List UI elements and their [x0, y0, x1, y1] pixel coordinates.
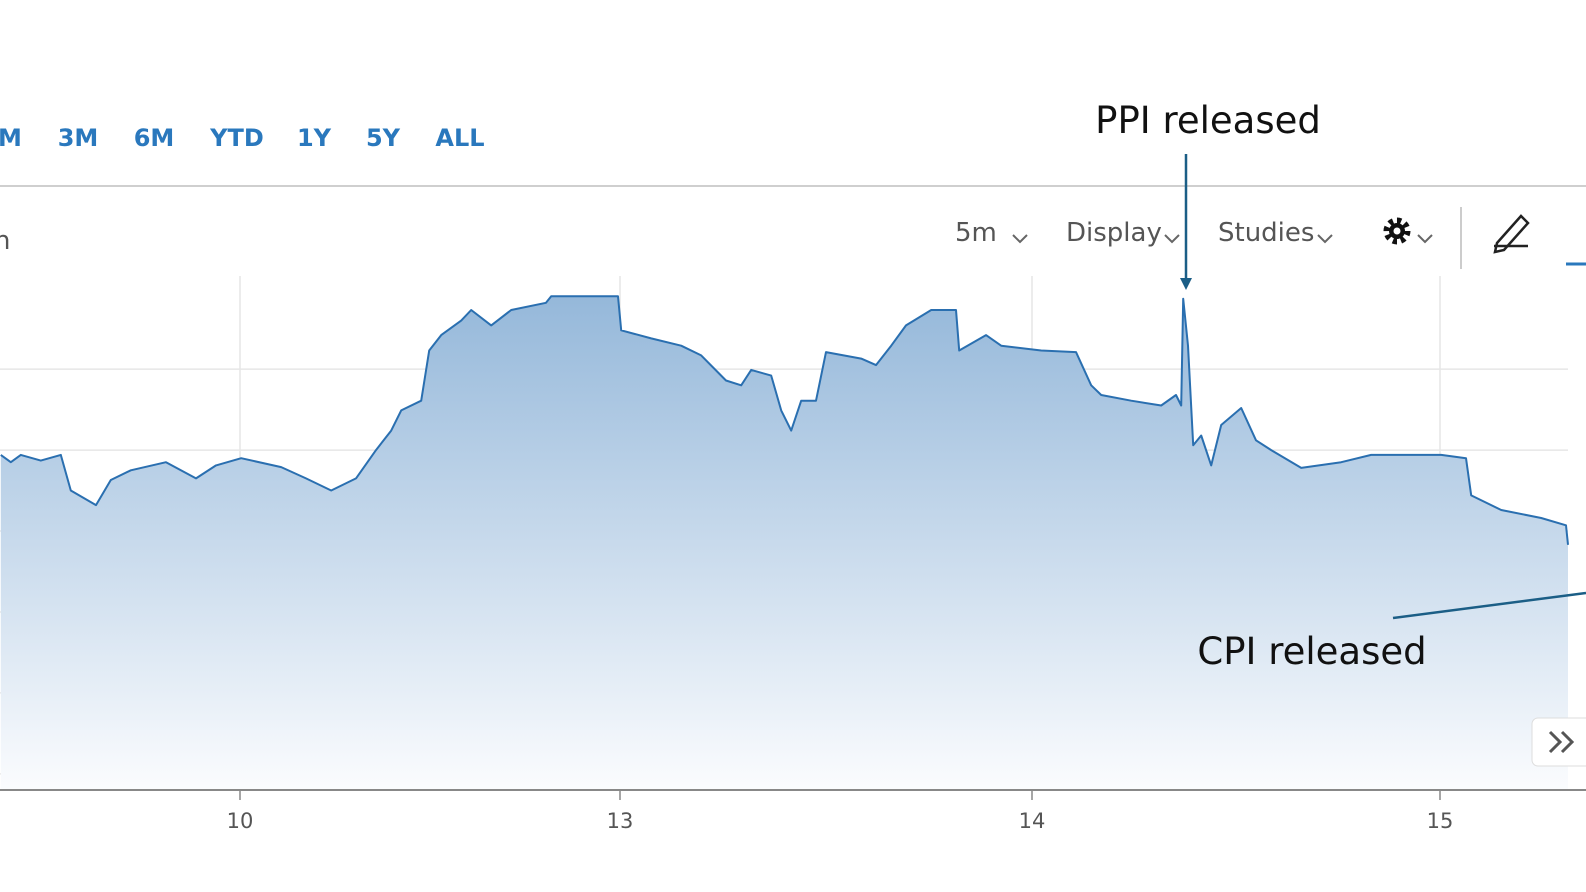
- chevron: [1417, 234, 1433, 244]
- x-tick-label: 13: [607, 809, 634, 833]
- arrowhead: [1180, 278, 1192, 290]
- draw-button[interactable]: [1493, 214, 1530, 254]
- chevron: [1317, 234, 1333, 244]
- plot: 10 13 14 15: [0, 276, 1586, 833]
- annotations: PPI released CPI released: [1095, 99, 1586, 673]
- studies-button[interactable]: Studies: [1218, 218, 1314, 248]
- range-button[interactable]: YTD: [209, 124, 264, 152]
- range-button[interactable]: ALL: [435, 124, 484, 152]
- range-button[interactable]: 1Y: [297, 124, 332, 152]
- x-tick-label: 15: [1427, 809, 1454, 833]
- chevron: [1012, 234, 1028, 244]
- range-button[interactable]: 5Y: [366, 124, 401, 152]
- range-button[interactable]: 6M: [134, 124, 175, 152]
- chevron: [1164, 234, 1180, 244]
- toolbar: n 5m Display Studies: [0, 207, 1586, 269]
- range-button[interactable]: 3M: [58, 124, 99, 152]
- display-button[interactable]: Display: [1066, 218, 1162, 248]
- price-line: [0, 295, 1569, 545]
- area-fill: [0, 296, 1568, 790]
- annotation-line: [1392, 591, 1586, 620]
- scroll-button[interactable]: [1531, 717, 1586, 767]
- x-tick-label: 10: [227, 809, 254, 833]
- range-bar: M 3M 6M YTD 1Y 5Y ALL: [0, 124, 485, 152]
- settings-button[interactable]: [1383, 217, 1411, 245]
- range-button[interactable]: M: [0, 124, 22, 152]
- interval-button[interactable]: 5m: [955, 218, 997, 248]
- annotation: CPI released: [1197, 630, 1426, 673]
- toolbar-label: n: [0, 226, 10, 256]
- annotation: PPI released: [1095, 99, 1321, 142]
- x-tick-label: 14: [1019, 809, 1046, 833]
